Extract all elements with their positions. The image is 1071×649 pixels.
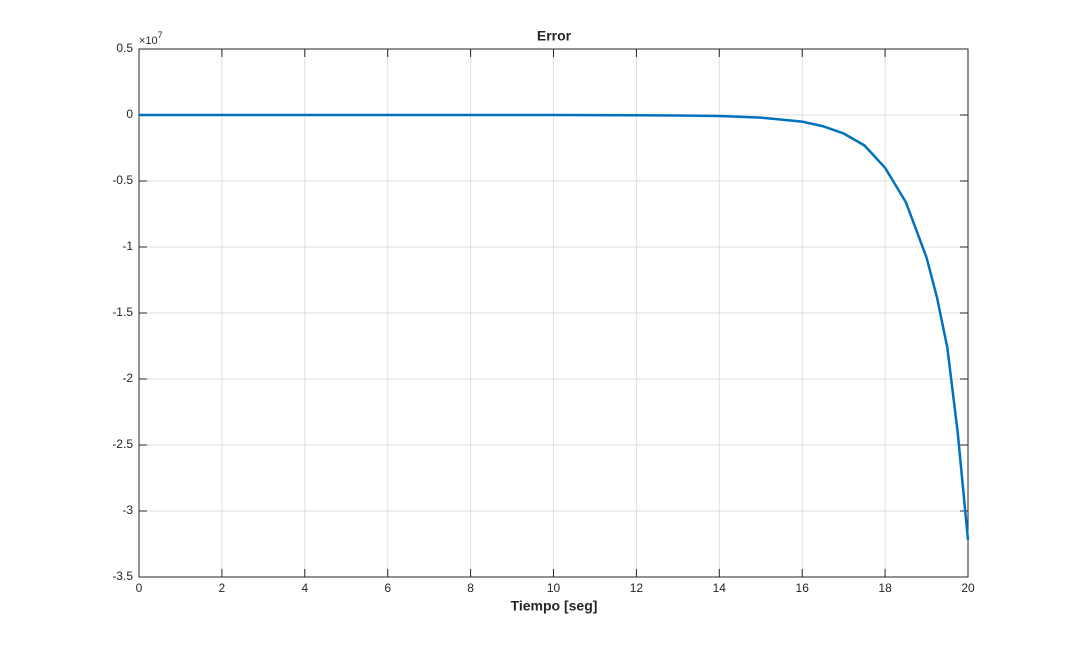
x-tick-label: 0 — [136, 581, 143, 595]
y-tick-label: 0.5 — [116, 41, 133, 55]
y-tick-label: 0 — [126, 107, 133, 121]
x-tick-label: 6 — [384, 581, 391, 595]
y-tick-label: -3 — [122, 503, 133, 517]
y-tick-label: -3.5 — [112, 569, 133, 583]
x-tick-label: 12 — [630, 581, 644, 595]
y-multiplier-power: 7 — [158, 30, 163, 40]
y-tick-label: -0.5 — [112, 173, 133, 187]
y-tick-label: -2 — [122, 371, 133, 385]
x-tick-label: 4 — [301, 581, 308, 595]
x-tick-label: 10 — [547, 581, 561, 595]
x-tick-label: 16 — [796, 581, 810, 595]
chart-title: Error — [537, 28, 572, 44]
x-axis-label: Tiempo [seg] — [511, 598, 598, 614]
x-tick-label: 14 — [713, 581, 727, 595]
y-multiplier: ×107 — [139, 30, 163, 47]
plot-box — [138, 48, 969, 578]
x-tick-label: 18 — [878, 581, 892, 595]
x-tick-label: 20 — [961, 581, 975, 595]
y-tick-label: -1.5 — [112, 305, 133, 319]
y-tick-label: -2.5 — [112, 437, 133, 451]
y-tick-label: -1 — [122, 239, 133, 253]
data-line — [139, 113, 970, 541]
y-multiplier-base: ×10 — [139, 35, 158, 47]
x-tick-label: 8 — [467, 581, 474, 595]
x-tick-label: 2 — [219, 581, 226, 595]
